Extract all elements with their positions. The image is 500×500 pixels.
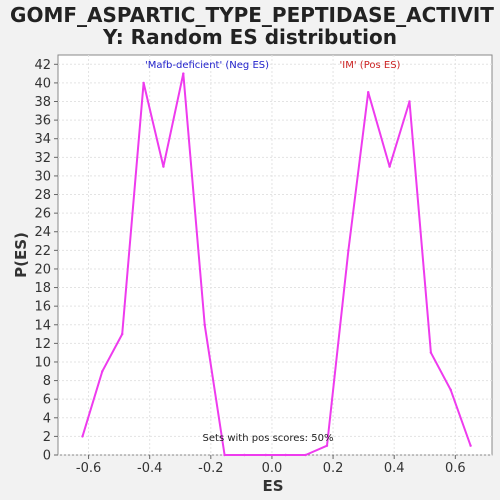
y-tick-label: 42 <box>34 58 51 73</box>
x-tick-label: 0.0 <box>262 461 283 476</box>
x-tick-label: -0.4 <box>137 461 162 476</box>
y-tick-label: 36 <box>34 114 51 129</box>
data-point <box>347 249 350 252</box>
y-tick-label: 2 <box>43 430 51 445</box>
data-point <box>429 351 433 354</box>
series-line <box>81 72 472 456</box>
y-tick-label: 10 <box>34 355 51 370</box>
data-point <box>264 453 268 457</box>
y-tick-label: 32 <box>34 151 51 166</box>
y-tick-label: 24 <box>34 225 51 240</box>
y-tick-label: 20 <box>34 262 51 277</box>
chart-title-line-1: GOMF_ASPARTIC_TYPE_PEPTIDASE_ACTIVIT <box>10 3 494 27</box>
y-tick-label: 4 <box>43 411 51 426</box>
y-tick-label: 8 <box>43 374 51 389</box>
y-tick-label: 14 <box>34 318 51 333</box>
y-tick-label: 16 <box>34 300 51 315</box>
y-tick-label: 0 <box>43 449 51 464</box>
data-point <box>162 165 165 168</box>
pos-score-footer: Sets with pos scores: 50% <box>203 433 334 444</box>
neg-es-label: 'Mafb-deficient' (Neg ES) <box>145 60 269 71</box>
data-point <box>469 444 472 447</box>
x-axis-ticks: -0.6 -0.4 -0.2 0.0 0.2 0.4 0.6 <box>76 455 466 476</box>
data-point <box>81 435 84 438</box>
x-tick-label: 0.4 <box>384 461 405 476</box>
plot-area <box>57 54 493 456</box>
data-point <box>367 91 370 94</box>
series-group <box>81 72 472 457</box>
y-tick-label: 12 <box>34 337 51 352</box>
data-point <box>142 81 145 85</box>
y-tick-label: 22 <box>34 244 51 259</box>
data-point <box>388 165 391 168</box>
x-tick-label: 0.2 <box>323 461 344 476</box>
data-point <box>243 453 246 457</box>
pos-es-label: 'IM' (Pos ES) <box>340 60 401 71</box>
y-tick-label: 18 <box>34 281 51 296</box>
x-tick-label: 0.6 <box>445 461 466 476</box>
x-tick-label: -0.2 <box>198 461 223 476</box>
data-point <box>408 100 411 103</box>
chart-title-line-2: Y: Random ES distribution <box>102 25 397 49</box>
data-point <box>304 453 307 457</box>
x-tick-label: -0.6 <box>76 461 101 476</box>
data-point <box>120 332 124 336</box>
y-tick-label: 40 <box>34 76 51 91</box>
y-tick-label: 26 <box>34 207 51 222</box>
y-tick-label: 38 <box>34 95 51 110</box>
y-tick-label: 28 <box>34 188 51 203</box>
y-tick-label: 6 <box>43 393 51 408</box>
data-point <box>449 388 452 392</box>
y-tick-label: 30 <box>34 169 51 184</box>
data-point <box>325 444 329 447</box>
y-axis-label: P(ES) <box>12 232 30 278</box>
data-point <box>223 453 226 457</box>
data-point <box>182 72 185 75</box>
data-point <box>101 370 104 373</box>
data-point <box>284 453 287 457</box>
data-point <box>203 323 206 326</box>
y-tick-label: 34 <box>34 132 51 147</box>
x-axis-label: ES <box>262 477 283 495</box>
